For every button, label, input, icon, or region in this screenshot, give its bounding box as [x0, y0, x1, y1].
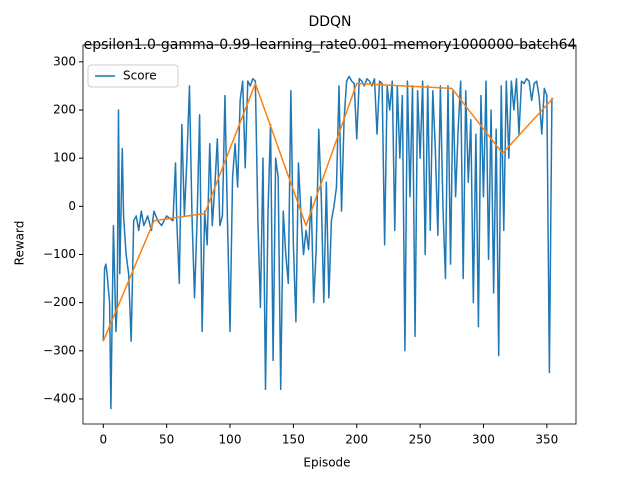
x-tick-label: 300 [472, 433, 495, 447]
x-axis-label: Episode [303, 456, 350, 470]
y-tick-label: 100 [53, 151, 76, 165]
x-tick-label: 150 [282, 433, 305, 447]
chart-title: DDQN [308, 14, 351, 30]
line-series [102, 82, 554, 342]
x-tick-label: 0 [99, 433, 107, 447]
x-tick-label: 50 [159, 433, 174, 447]
y-tick-label: −400 [43, 391, 76, 405]
y-axis-label: Reward [13, 221, 27, 266]
y-tick-label: −300 [43, 343, 76, 357]
y-tick-label: 300 [53, 54, 76, 68]
line-series [102, 75, 553, 410]
x-tick-label: 250 [409, 433, 432, 447]
x-tick-label: 100 [219, 433, 242, 447]
y-tick-label: −100 [43, 247, 76, 261]
legend-box [87, 64, 179, 88]
x-tick-label: 350 [535, 433, 558, 447]
y-tick-label: 0 [68, 199, 76, 213]
legend-label: Score [123, 69, 157, 83]
x-tick-label: 200 [345, 433, 368, 447]
y-tick-label: 200 [53, 103, 76, 117]
plot-frame [82, 44, 577, 425]
y-tick-label: −200 [43, 295, 76, 309]
